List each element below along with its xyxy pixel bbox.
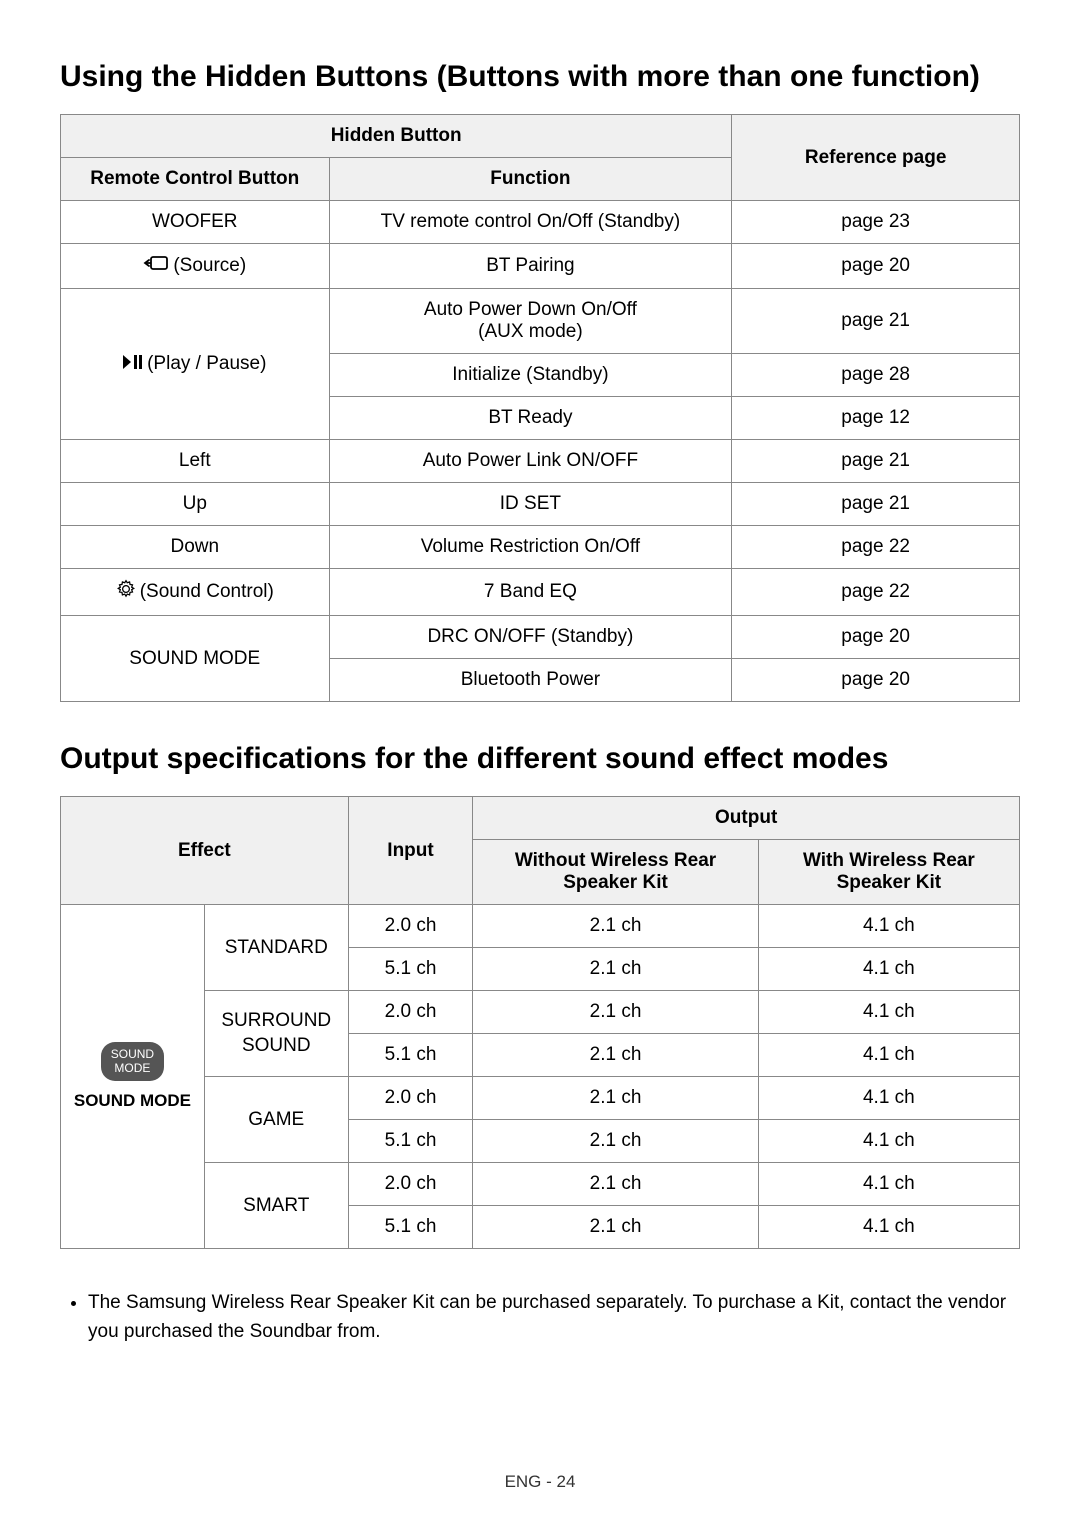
input-cell: 2.0 ch [348, 905, 473, 948]
button-source-label: (Source) [173, 255, 246, 276]
header-with-kit: With Wireless Rear Speaker Kit [758, 840, 1019, 905]
table-row: (Sound Control) 7 Band EQ page 22 [61, 569, 1020, 616]
header-remote-control-button: Remote Control Button [61, 158, 330, 201]
effect-mode-standard: STANDARD [204, 905, 348, 991]
without-cell: 2.1 ch [473, 1077, 758, 1120]
header-input: Input [348, 797, 473, 905]
input-cell: 5.1 ch [348, 948, 473, 991]
header-reference-page: Reference page [732, 115, 1020, 201]
with-cell: 4.1 ch [758, 905, 1019, 948]
surround-line1: SURROUND [221, 1010, 331, 1031]
input-cell: 2.0 ch [348, 991, 473, 1034]
without-cell: 2.1 ch [473, 1120, 758, 1163]
without-cell: 2.1 ch [473, 991, 758, 1034]
effect-sound-mode-cell: SOUND MODE SOUND MODE [61, 905, 205, 1249]
table-row: Up ID SET page 21 [61, 483, 1020, 526]
without-cell: 2.1 ch [473, 948, 758, 991]
header-output: Output [473, 797, 1020, 840]
page-cell: page 21 [732, 483, 1020, 526]
button-left: Left [61, 440, 330, 483]
without-cell: 2.1 ch [473, 905, 758, 948]
with-cell: 4.1 ch [758, 1077, 1019, 1120]
note-item: The Samsung Wireless Rear Speaker Kit ca… [88, 1289, 1020, 1346]
with-cell: 4.1 ch [758, 1206, 1019, 1249]
page-cell: page 21 [732, 289, 1020, 354]
effect-mode-surround: SURROUND SOUND [204, 991, 348, 1077]
function-cell: DRC ON/OFF (Standby) [329, 616, 732, 659]
input-cell: 5.1 ch [348, 1034, 473, 1077]
page-cell: page 28 [732, 354, 1020, 397]
button-sound-control: (Sound Control) [61, 569, 330, 616]
button-down: Down [61, 526, 330, 569]
input-cell: 2.0 ch [348, 1163, 473, 1206]
header-without-kit: Without Wireless Rear Speaker Kit [473, 840, 758, 905]
page-cell: page 22 [732, 569, 1020, 616]
hidden-buttons-table: Hidden Button Reference page Remote Cont… [60, 114, 1020, 702]
header-hidden-button: Hidden Button [61, 115, 732, 158]
effect-mode-game: GAME [204, 1077, 348, 1163]
page-cell: page 21 [732, 440, 1020, 483]
function-cell: 7 Band EQ [329, 569, 732, 616]
function-cell: ID SET [329, 483, 732, 526]
table-row: Down Volume Restriction On/Off page 22 [61, 526, 1020, 569]
function-cell: Auto Power Down On/Off (AUX mode) [329, 289, 732, 354]
effect-mode-smart: SMART [204, 1163, 348, 1249]
function-cell: BT Pairing [329, 244, 732, 289]
table-row: SOUND MODE SOUND MODE STANDARD 2.0 ch 2.… [61, 905, 1020, 948]
section-heading-2: Output specifications for the different … [60, 742, 1020, 776]
section-heading-1: Using the Hidden Buttons (Buttons with m… [60, 60, 1020, 94]
sound-mode-button-line2: MODE [111, 1062, 154, 1075]
without-cell: 2.1 ch [473, 1163, 758, 1206]
sound-mode-button-line1: SOUND [111, 1048, 154, 1061]
table-row: SURROUND SOUND 2.0 ch 2.1 ch 4.1 ch [61, 991, 1020, 1034]
table-row: Left Auto Power Link ON/OFF page 21 [61, 440, 1020, 483]
button-sound-mode: SOUND MODE [61, 616, 330, 702]
page-cell: page 20 [732, 244, 1020, 289]
with-cell: 4.1 ch [758, 991, 1019, 1034]
function-cell: Initialize (Standby) [329, 354, 732, 397]
with-cell: 4.1 ch [758, 1120, 1019, 1163]
notes-list: The Samsung Wireless Rear Speaker Kit ca… [60, 1289, 1020, 1346]
table-row: (Source) BT Pairing page 20 [61, 244, 1020, 289]
without-cell: 2.1 ch [473, 1034, 758, 1077]
surround-line2: SOUND [242, 1035, 311, 1056]
sound-mode-label: SOUND MODE [69, 1091, 196, 1111]
button-up: Up [61, 483, 330, 526]
function-cell: Bluetooth Power [329, 659, 732, 702]
button-woofer: WOOFER [61, 201, 330, 244]
input-cell: 5.1 ch [348, 1206, 473, 1249]
input-cell: 5.1 ch [348, 1120, 473, 1163]
table-row: SOUND MODE DRC ON/OFF (Standby) page 20 [61, 616, 1020, 659]
gear-icon [116, 579, 136, 605]
source-icon [143, 254, 169, 278]
button-source: (Source) [61, 244, 330, 289]
without-cell: 2.1 ch [473, 1206, 758, 1249]
page-cell: page 22 [732, 526, 1020, 569]
function-cell: TV remote control On/Off (Standby) [329, 201, 732, 244]
sound-mode-button-icon: SOUND MODE [101, 1042, 164, 1080]
function-cell: BT Ready [329, 397, 732, 440]
header-function: Function [329, 158, 732, 201]
page-cell: page 12 [732, 397, 1020, 440]
play-pause-icon [123, 353, 143, 375]
page-cell: page 20 [732, 616, 1020, 659]
function-cell: Auto Power Link ON/OFF [329, 440, 732, 483]
page-cell: page 23 [732, 201, 1020, 244]
table-row: GAME 2.0 ch 2.1 ch 4.1 ch [61, 1077, 1020, 1120]
button-play-pause-label: (Play / Pause) [147, 353, 266, 374]
with-cell: 4.1 ch [758, 1034, 1019, 1077]
input-cell: 2.0 ch [348, 1077, 473, 1120]
page-footer: ENG - 24 [0, 1472, 1080, 1492]
table-row: (Play / Pause) Auto Power Down On/Off (A… [61, 289, 1020, 354]
button-play-pause: (Play / Pause) [61, 289, 330, 440]
function-cell: Volume Restriction On/Off [329, 526, 732, 569]
button-sound-control-label: (Sound Control) [140, 581, 274, 602]
with-cell: 4.1 ch [758, 948, 1019, 991]
table-row: WOOFER TV remote control On/Off (Standby… [61, 201, 1020, 244]
with-cell: 4.1 ch [758, 1163, 1019, 1206]
output-spec-table: Effect Input Output Without Wireless Rea… [60, 796, 1020, 1249]
header-effect: Effect [61, 797, 349, 905]
page-cell: page 20 [732, 659, 1020, 702]
table-row: SMART 2.0 ch 2.1 ch 4.1 ch [61, 1163, 1020, 1206]
